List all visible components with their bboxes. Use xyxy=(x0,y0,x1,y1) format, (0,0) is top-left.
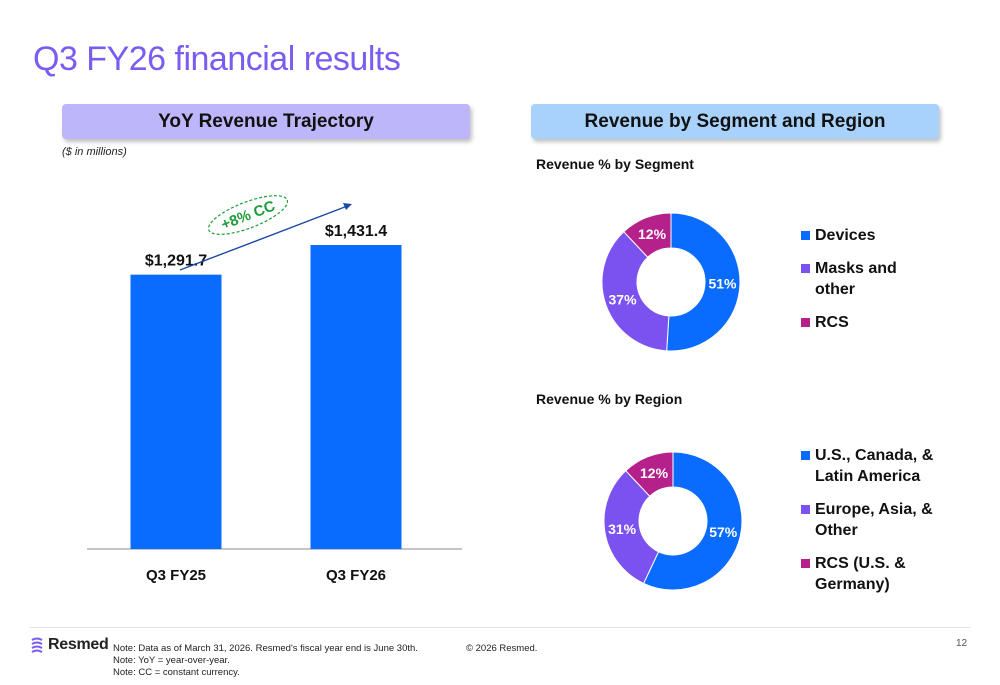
bar-chart: $1,291.7Q3 FY25$1,431.4Q3 FY26 +8% CC xyxy=(87,195,462,584)
legend-item: Europe, Asia, & Other xyxy=(801,499,935,541)
footer-note: Note: Data as of March 31, 2026. Resmed'… xyxy=(113,643,418,654)
legend-item: U.S., Canada, & Latin America xyxy=(801,445,935,487)
legend-item: RCS (U.S. & Germany) xyxy=(801,553,935,595)
bar-q3-fy26 xyxy=(310,245,402,549)
donut-slice-devices xyxy=(666,212,741,352)
donut-slice-rcs xyxy=(623,212,672,258)
resmed-logo: Resmed xyxy=(30,636,109,654)
copyright: © 2026 Resmed. xyxy=(466,643,538,654)
legend-swatch xyxy=(801,451,810,460)
footer-divider xyxy=(30,627,970,628)
segment-legend: Devices Masks and other RCS xyxy=(801,225,935,345)
legend-item: Masks and other xyxy=(801,258,935,300)
slide-title: Q3 FY26 financial results xyxy=(33,40,401,78)
legend-label: RCS xyxy=(815,314,849,331)
bar-category-label: Q3 FY25 xyxy=(146,567,206,584)
region-donut-title: Revenue % by Region xyxy=(536,391,683,407)
donut-panel-header: Revenue by Segment and Region xyxy=(531,104,939,139)
donut-slice-europe-asia-other xyxy=(603,469,660,585)
region-legend: U.S., Canada, & Latin America Europe, Asi… xyxy=(801,445,935,607)
donut-value-label: 51% xyxy=(708,276,737,292)
bar-q3-fy25 xyxy=(130,274,222,549)
donut-value-label: 31% xyxy=(608,521,637,537)
donut-slice-u-s-canada-latin-america xyxy=(642,451,743,591)
growth-arrowhead xyxy=(343,203,352,210)
legend-label: Devices xyxy=(815,227,876,244)
legend-label: Masks and other xyxy=(815,260,897,298)
donut-value-label: 57% xyxy=(709,524,738,540)
donut-value-label: 12% xyxy=(638,226,667,242)
legend-swatch xyxy=(801,231,810,240)
segment-donut-title: Revenue % by Segment xyxy=(536,156,694,172)
segment-donut-chart: 51% 37% 12% xyxy=(601,212,741,352)
region-donut-chart: 57% 31% 12% xyxy=(603,451,743,591)
legend-item: RCS xyxy=(801,312,935,333)
donut-value-label: 12% xyxy=(640,465,669,481)
bar-panel-header: YoY Revenue Trajectory xyxy=(62,104,470,139)
growth-bubble xyxy=(207,195,289,235)
legend-label: Europe, Asia, & Other xyxy=(815,501,933,539)
legend-label: RCS (U.S. & Germany) xyxy=(815,555,906,593)
legend-swatch xyxy=(801,559,810,568)
donut-value-label: 37% xyxy=(609,291,638,307)
legend-label: U.S., Canada, & Latin America xyxy=(815,447,934,485)
resmed-logo-text: Resmed xyxy=(48,636,109,653)
footer-note: Note: YoY = year-over-year. xyxy=(113,655,230,666)
page-number: 12 xyxy=(956,638,968,649)
legend-swatch xyxy=(801,264,810,273)
footer-notes: Note: Data as of March 31, 2026. Resmed'… xyxy=(113,643,418,679)
bar-value-label: $1,431.4 xyxy=(325,223,387,240)
footer-note: Note: CC = constant currency. xyxy=(113,667,240,678)
bar-value-label: $1,291.7 xyxy=(145,253,207,270)
donut-slice-rcs-u-s-germany xyxy=(625,451,674,497)
legend-item: Devices xyxy=(801,225,935,246)
units-note: ($ in millions) xyxy=(62,146,127,158)
donut-slice-masks-and-other xyxy=(601,230,670,352)
legend-swatch xyxy=(801,505,810,514)
bar-category-label: Q3 FY26 xyxy=(326,567,386,584)
growth-arrow xyxy=(179,204,351,271)
legend-swatch xyxy=(801,318,810,327)
resmed-logo-icon xyxy=(31,637,43,653)
